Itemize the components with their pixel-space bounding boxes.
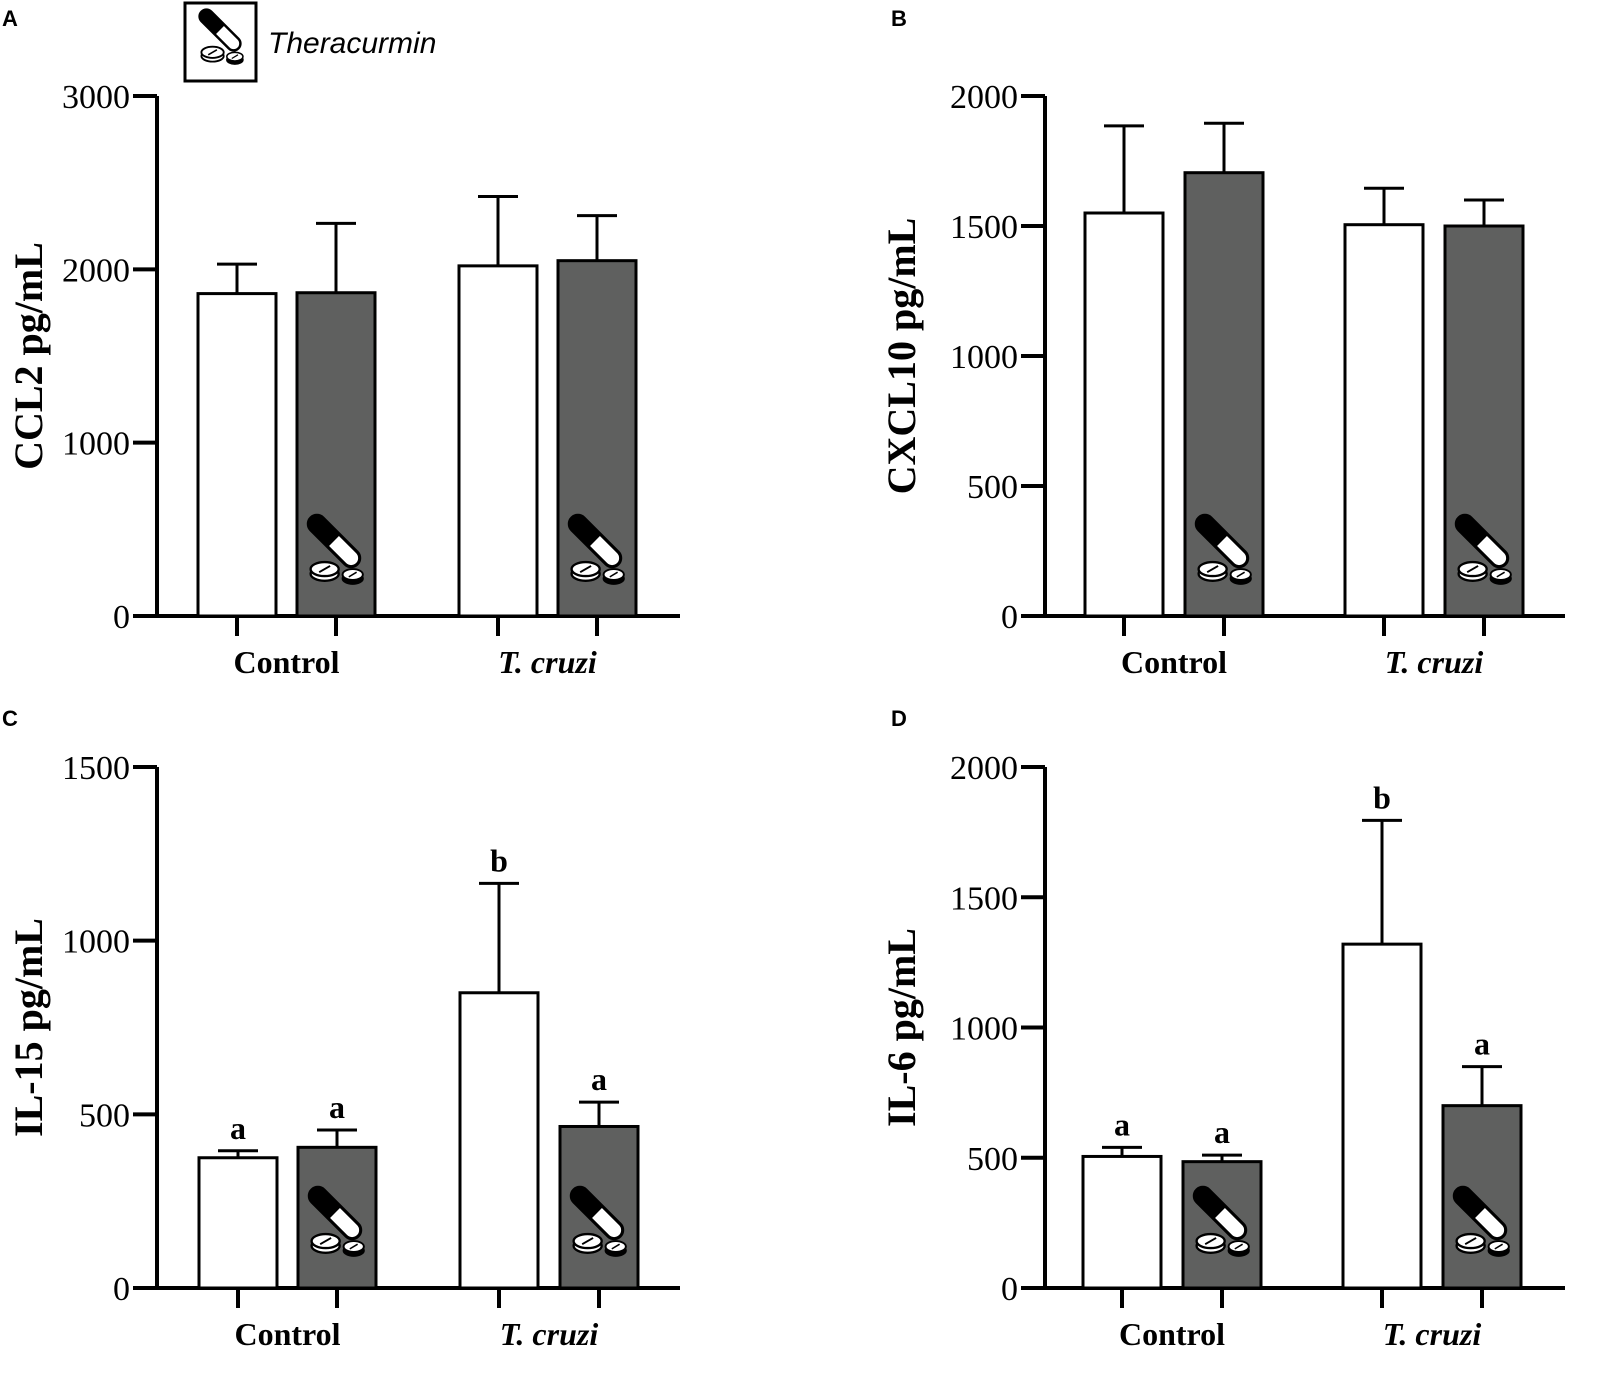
panel-letter: D <box>891 706 907 731</box>
panel-letter: B <box>891 6 907 31</box>
bar <box>1341 942 1423 1290</box>
x-category-label: Control <box>1119 1316 1225 1352</box>
y-axis-label: IL-6 pg/mL <box>879 928 924 1127</box>
x-category-label: T. cruzi <box>1385 644 1484 680</box>
y-tick-label: 1500 <box>62 750 130 787</box>
panel-letter: A <box>2 6 18 31</box>
bar <box>295 291 377 618</box>
significance-label: a <box>1474 1026 1490 1062</box>
bar <box>1343 223 1425 618</box>
y-tick-label: 1000 <box>950 339 1018 376</box>
y-tick-label: 0 <box>113 1271 130 1308</box>
panel-letter: C <box>2 706 18 731</box>
y-tick-label: 500 <box>967 1141 1018 1178</box>
legend-label: Theracurmin <box>268 27 436 60</box>
legend-box <box>183 1 258 83</box>
bar <box>457 264 539 618</box>
y-axis-label: IL-15 pg/mL <box>6 918 51 1137</box>
x-category-label: Control <box>234 1316 340 1352</box>
panel-c: C 0 500 1000 1500 IL-15 pg/mL a a Control b a T. cr… <box>2 706 680 1352</box>
significance-label: a <box>329 1089 345 1125</box>
bar <box>197 1156 279 1290</box>
bar <box>196 292 278 618</box>
panel-a: A 0 1000 2000 3000 CCL2 pg/mL Control T. cruzi <box>2 6 680 680</box>
y-tick-label: 0 <box>1001 1271 1018 1308</box>
y-tick-label: 500 <box>79 1097 130 1134</box>
y-tick-label: 1000 <box>950 1011 1018 1048</box>
panel-b: B 0 500 1000 1500 2000 CXCL10 pg/mL Control T. c… <box>879 6 1565 680</box>
y-tick-label: 2000 <box>62 252 130 289</box>
bar <box>458 991 540 1290</box>
x-category-label: T. cruzi <box>1383 1316 1482 1352</box>
significance-label: a <box>1214 1114 1230 1150</box>
x-category-label: Control <box>1121 644 1227 680</box>
legend: Theracurmin <box>183 1 436 83</box>
bar <box>1083 211 1165 618</box>
bar <box>556 259 638 618</box>
y-tick-label: 1500 <box>950 209 1018 246</box>
bar <box>1081 1154 1163 1290</box>
significance-label: b <box>490 842 508 878</box>
y-tick-label: 2000 <box>950 750 1018 787</box>
y-axis-label: CXCL10 pg/mL <box>879 218 924 495</box>
y-axis-label: CCL2 pg/mL <box>6 242 51 470</box>
y-tick-label: 1500 <box>950 880 1018 917</box>
significance-label: a <box>230 1110 246 1146</box>
panel-d: D 0 500 1000 1500 2000 IL-6 pg/mL a a Control b a T.… <box>879 706 1565 1352</box>
x-category-label: T. cruzi <box>498 644 597 680</box>
y-tick-label: 3000 <box>62 79 130 116</box>
y-tick-label: 0 <box>113 599 130 636</box>
y-tick-label: 2000 <box>950 79 1018 116</box>
y-tick-label: 1000 <box>62 426 130 463</box>
y-tick-label: 0 <box>1001 599 1018 636</box>
significance-label: a <box>1114 1106 1130 1142</box>
bar <box>1443 224 1525 618</box>
y-tick-label: 500 <box>967 469 1018 506</box>
significance-label: b <box>1373 779 1391 815</box>
x-category-label: Control <box>233 644 339 680</box>
significance-label: a <box>591 1061 607 1097</box>
x-category-label: T. cruzi <box>500 1316 599 1352</box>
y-tick-label: 1000 <box>62 924 130 961</box>
